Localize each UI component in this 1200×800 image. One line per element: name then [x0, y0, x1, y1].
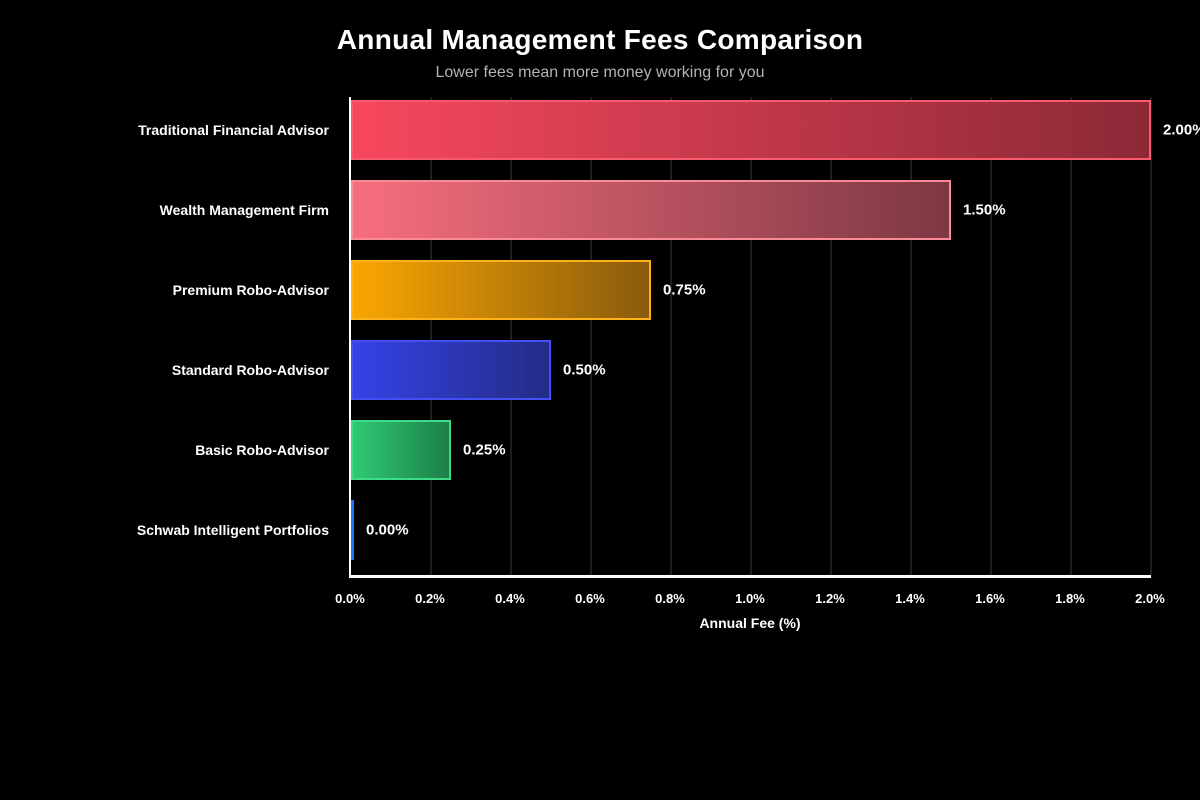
gridline — [830, 97, 832, 575]
category-label-schwab-intelligent-portfolios: Schwab Intelligent Portfolios — [136, 522, 329, 538]
gridline — [1070, 97, 1072, 575]
category-label-traditional-financial-advisor: Traditional Financial Advisor — [138, 122, 329, 138]
gridline — [750, 97, 752, 575]
x-tick-label: 0.0% — [335, 591, 365, 606]
category-label-basic-robo-advisor: Basic Robo-Advisor — [195, 442, 329, 458]
x-tick-label: 1.2% — [815, 591, 845, 606]
x-axis-label: Annual Fee (%) — [699, 615, 801, 631]
x-tick-label: 0.4% — [495, 591, 525, 606]
gridline — [1150, 97, 1152, 575]
gridline — [510, 97, 512, 575]
chart-title: Annual Management Fees Comparison — [336, 24, 864, 55]
bar-schwab-intelligent-portfolios — [351, 500, 354, 560]
gridline — [670, 97, 672, 575]
category-label-standard-robo-advisor: Standard Robo-Advisor — [171, 362, 329, 378]
bar-value-label: 0.75% — [663, 281, 706, 299]
x-tick-label: 0.2% — [415, 591, 445, 606]
bar-value-label: 0.00% — [366, 521, 409, 539]
x-tick-label: 1.6% — [975, 591, 1005, 606]
x-tick-label: 1.8% — [1055, 591, 1085, 606]
bar-value-label: 1.50% — [963, 201, 1006, 219]
gridline — [990, 97, 992, 575]
bar-standard-robo-advisor — [351, 340, 551, 400]
chart-subtitle: Lower fees mean more money working for y… — [435, 64, 765, 81]
bar-traditional-financial-advisor — [351, 100, 1151, 160]
gridline — [590, 97, 592, 575]
category-label-premium-robo-advisor: Premium Robo-Advisor — [172, 282, 329, 298]
x-tick-label: 1.0% — [735, 591, 765, 606]
bar-basic-robo-advisor — [351, 420, 451, 480]
gridline — [910, 97, 912, 575]
category-label-wealth-management-firm: Wealth Management Firm — [159, 202, 329, 218]
bar-wealth-management-firm — [351, 180, 951, 240]
bar-premium-robo-advisor — [351, 260, 651, 320]
bar-value-label: 0.50% — [563, 361, 606, 379]
gridline — [430, 97, 432, 575]
plot-area: 2.00% 1.50% 0.75% 0.50% 0.25% 0.00% — [349, 97, 1200, 578]
bar-value-label: 0.25% — [463, 441, 506, 459]
x-tick-label: 0.8% — [655, 591, 685, 606]
bar-value-label: 2.00% — [1163, 121, 1200, 139]
x-tick-label: 2.0% — [1135, 591, 1165, 606]
x-tick-label: 1.4% — [895, 591, 925, 606]
x-tick-label: 0.6% — [575, 591, 605, 606]
